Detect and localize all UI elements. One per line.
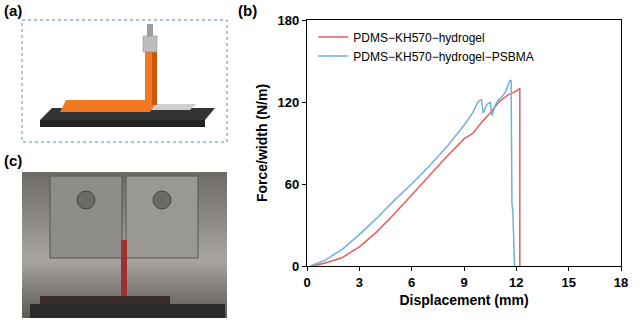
svg-text:PDMS−KH570−hydrogel−PSBMA: PDMS−KH570−hydrogel−PSBMA bbox=[353, 50, 533, 64]
svg-text:60: 60 bbox=[285, 177, 299, 192]
html-text:(c): (c) bbox=[4, 152, 23, 169]
svg-text:0: 0 bbox=[303, 275, 310, 290]
svg-text:Displacement (mm): Displacement (mm) bbox=[399, 292, 528, 308]
svg-text:6: 6 bbox=[408, 275, 415, 290]
svg-text:PDMS−KH570−hydrogel: PDMS−KH570−hydrogel bbox=[353, 31, 484, 45]
html-text:(a): (a) bbox=[4, 2, 23, 19]
svg-text:9: 9 bbox=[460, 275, 467, 290]
svg-text:0: 0 bbox=[292, 259, 299, 274]
svg-text:12: 12 bbox=[509, 275, 523, 290]
svg-text:180: 180 bbox=[277, 13, 299, 28]
svg-text:Force/width (N/m): Force/width (N/m) bbox=[254, 84, 270, 202]
svg-text:3: 3 bbox=[356, 275, 363, 290]
svg-text:120: 120 bbox=[277, 95, 299, 110]
svg-text:18: 18 bbox=[614, 275, 628, 290]
svg-text:15: 15 bbox=[561, 275, 575, 290]
html-text:(b): (b) bbox=[238, 2, 258, 19]
